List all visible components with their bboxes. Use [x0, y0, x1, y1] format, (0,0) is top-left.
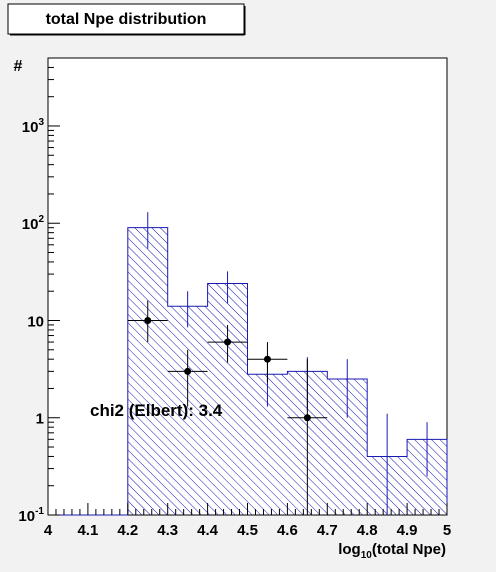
axes-layer: 4 4.1 4.2 4.3 4.4 4.5 4.6 4.7 4.8 4.9 5 10-1 1 10 102 1… — [18, 57, 451, 539]
data-point — [263, 355, 271, 363]
x-axis-label: log10(total Npe) — [338, 541, 446, 561]
y-tick-label: 1 — [36, 411, 44, 428]
data-points-layer — [127, 300, 328, 515]
y-tick-label: 102 — [22, 214, 45, 233]
histogram-bin — [207, 283, 248, 515]
x-tick-label: 4.5 — [237, 522, 258, 539]
chi2-annotation: chi2 (Elbert): 3.4 — [90, 401, 223, 420]
histogram-bin — [167, 306, 208, 515]
x-tick-label: 4.7 — [317, 522, 338, 539]
histogram-bin — [127, 227, 168, 516]
y-tick-label: 103 — [22, 117, 45, 136]
data-point — [303, 414, 311, 422]
x-tick-label: 4.4 — [197, 522, 219, 539]
chart-title: total Npe distribution — [46, 11, 207, 28]
title-box — [7, 3, 245, 35]
x-tick-label: 4.3 — [157, 522, 178, 539]
data-point — [144, 316, 152, 324]
x-tick-label: 4.6 — [277, 522, 298, 539]
x-tick-label: 4.2 — [117, 522, 138, 539]
data-point — [184, 367, 192, 375]
y-axis-label: # — [14, 58, 23, 75]
x-tick-label: 4.8 — [357, 522, 378, 539]
x-tick-label: 5 — [443, 522, 451, 539]
x-tick-label: 4 — [44, 522, 53, 539]
x-tick-label: 4.1 — [77, 522, 98, 539]
x-tick-label: 4.9 — [397, 522, 418, 539]
y-tick-label: 10 — [27, 313, 44, 330]
data-point — [224, 338, 232, 346]
y-tick-label: 10-1 — [18, 506, 44, 525]
